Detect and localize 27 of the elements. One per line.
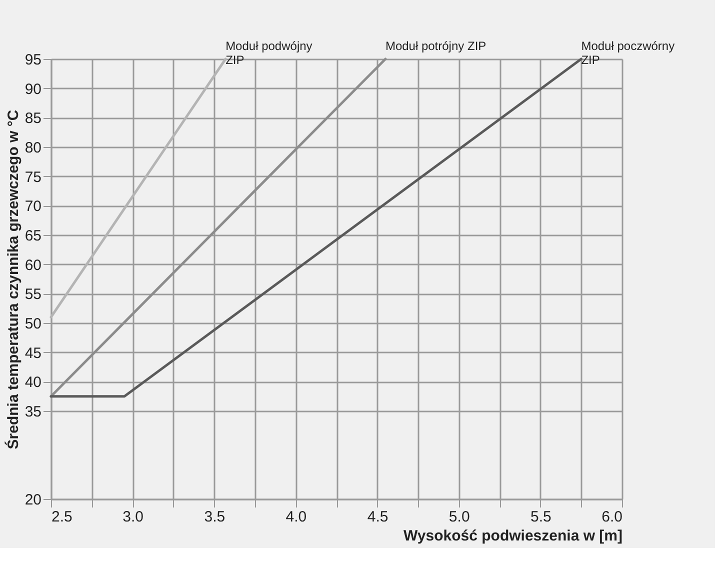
x-tick-label: 3.5 xyxy=(204,508,226,526)
series-label: Moduł podwójny ZIP xyxy=(226,39,312,67)
series-label: Moduł potrójny ZIP xyxy=(385,39,486,53)
y-tick-label: 85 xyxy=(24,110,42,128)
y-tick-label: 60 xyxy=(24,256,42,274)
y-tick-label: 35 xyxy=(24,404,42,420)
x-tick-label: 3.0 xyxy=(122,508,144,526)
y-tick-label: 90 xyxy=(24,80,42,98)
y-tick-label: 55 xyxy=(24,286,42,304)
x-tick-label: 4.5 xyxy=(367,508,388,526)
y-tick-label: 70 xyxy=(24,198,42,216)
y-tick-label: 65 xyxy=(24,228,42,244)
y-tick-label: 80 xyxy=(24,140,42,156)
y-tick-label: 75 xyxy=(24,168,42,186)
x-tick-label: 5.0 xyxy=(448,508,470,526)
y-tick-label: 45 xyxy=(24,344,42,362)
x-tick-label: 6.0 xyxy=(602,508,622,526)
y-axis-title: Średnia temperatura czynnika grzewczego w °C xyxy=(4,110,22,450)
y-tick-label: 50 xyxy=(24,316,42,332)
y-tick-label: 40 xyxy=(24,374,42,392)
x-axis-title: Wysokość podwieszenia w [m] xyxy=(404,528,622,544)
y-tick-label: 20 xyxy=(24,492,42,508)
series-label: Moduł poczwórny ZIP xyxy=(581,39,675,67)
x-tick-label: 5.5 xyxy=(530,508,552,526)
y-tick-label: 95 xyxy=(24,52,42,68)
x-tick-label: 4.0 xyxy=(286,508,307,526)
x-tick-label: 2.5 xyxy=(52,508,72,526)
